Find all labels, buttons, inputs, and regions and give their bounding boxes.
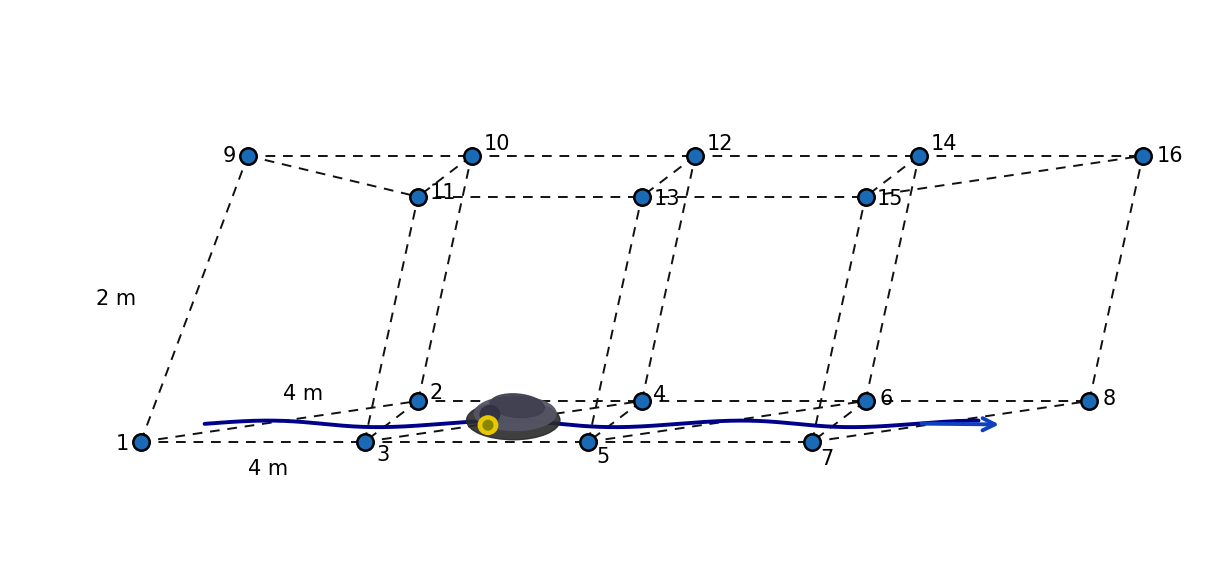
Text: 15: 15	[878, 189, 904, 209]
Point	[632, 192, 651, 202]
Text: 11: 11	[430, 183, 457, 203]
Point	[462, 151, 481, 161]
Point	[1080, 396, 1099, 406]
Text: 6: 6	[879, 389, 892, 409]
Text: 13: 13	[654, 189, 680, 209]
Point	[355, 437, 374, 447]
Text: 8: 8	[1103, 389, 1117, 409]
Text: 16: 16	[1156, 146, 1183, 166]
Text: 9: 9	[223, 146, 236, 166]
Text: 1: 1	[116, 434, 129, 454]
Text: 4: 4	[654, 385, 667, 405]
Text: 12: 12	[707, 134, 734, 154]
Point	[856, 192, 875, 202]
Text: 14: 14	[931, 134, 958, 154]
Point	[686, 151, 705, 161]
Text: 4 m: 4 m	[249, 459, 288, 479]
Text: 2: 2	[430, 383, 443, 403]
Point	[409, 192, 428, 202]
Text: 5: 5	[596, 447, 609, 468]
Point	[238, 151, 257, 161]
Point	[910, 151, 929, 161]
Ellipse shape	[490, 394, 544, 418]
Point	[1133, 151, 1152, 161]
Text: 3: 3	[377, 445, 389, 465]
Point	[130, 437, 150, 447]
Text: 2 m: 2 m	[96, 289, 135, 309]
Point	[856, 396, 875, 406]
Text: 4 m: 4 m	[283, 384, 323, 404]
Ellipse shape	[478, 416, 497, 434]
Circle shape	[483, 420, 492, 430]
Ellipse shape	[467, 401, 560, 440]
Point	[409, 396, 428, 406]
Point	[632, 396, 651, 406]
Text: 10: 10	[484, 134, 510, 154]
Ellipse shape	[480, 406, 500, 423]
Point	[579, 437, 598, 447]
Point	[803, 437, 822, 447]
Text: 7: 7	[820, 449, 833, 469]
Ellipse shape	[474, 397, 556, 431]
